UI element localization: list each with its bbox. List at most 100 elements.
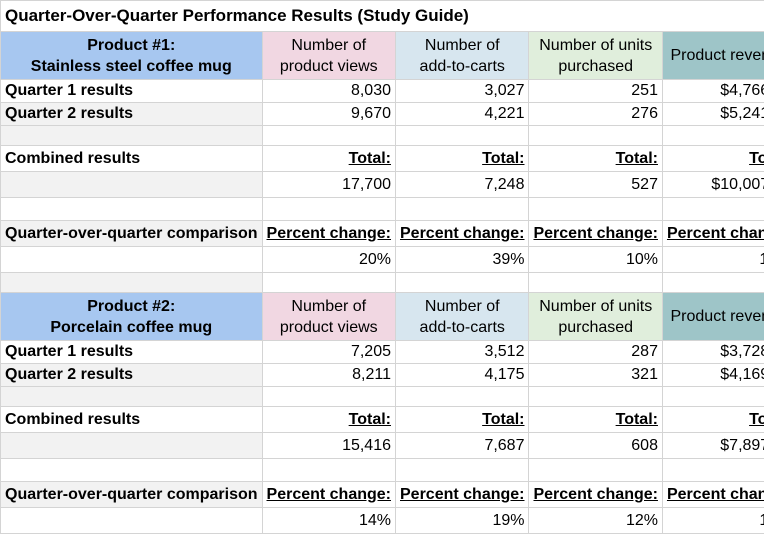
header-units-line1: Number of units bbox=[539, 36, 653, 54]
total-label[interactable]: Total: bbox=[394, 406, 530, 433]
p1-q1-revenue[interactable]: $4,766.49 bbox=[661, 79, 764, 103]
p2-q1-units[interactable]: 287 bbox=[528, 340, 663, 364]
p1-total-revenue[interactable]: $10,007.73 bbox=[661, 171, 764, 198]
empty-cell[interactable] bbox=[261, 458, 397, 482]
total-label[interactable]: Total: bbox=[661, 145, 764, 172]
empty-cell[interactable] bbox=[0, 197, 263, 221]
q1-label[interactable]: Quarter 1 results bbox=[0, 79, 263, 103]
percent-change-label[interactable]: Percent change: bbox=[261, 481, 397, 508]
q2-label[interactable]: Quarter 2 results bbox=[0, 363, 263, 387]
p2-q1-carts[interactable]: 3,512 bbox=[394, 340, 530, 364]
combined-label[interactable]: Combined results bbox=[0, 145, 263, 172]
p1-q1-units[interactable]: 251 bbox=[528, 79, 663, 103]
percent-change-label[interactable]: Percent change: bbox=[261, 220, 397, 247]
p2-percent-units[interactable]: 12% bbox=[528, 507, 663, 534]
p2-total-revenue[interactable]: $7,897.92 bbox=[661, 432, 764, 459]
total-label[interactable]: Total: bbox=[528, 145, 663, 172]
p1-total-carts[interactable]: 7,248 bbox=[394, 171, 530, 198]
p2-q1-views[interactable]: 7,205 bbox=[261, 340, 397, 364]
header-product-views[interactable]: Number of product views bbox=[261, 292, 397, 341]
empty-cell[interactable] bbox=[528, 197, 663, 221]
p1-q2-revenue[interactable]: $5,241.24 bbox=[661, 102, 764, 126]
percent-change-label[interactable]: Percent change: bbox=[528, 481, 663, 508]
p2-total-views[interactable]: 15,416 bbox=[261, 432, 397, 459]
p2-total-units[interactable]: 608 bbox=[528, 432, 663, 459]
empty-cell[interactable] bbox=[261, 272, 397, 293]
p1-q2-views[interactable]: 9,670 bbox=[261, 102, 397, 126]
empty-cell[interactable] bbox=[528, 125, 663, 146]
empty-cell[interactable] bbox=[661, 197, 764, 221]
header-carts-line2: add-to-carts bbox=[419, 318, 505, 336]
p2-q2-carts[interactable]: 4,175 bbox=[394, 363, 530, 387]
p2-q2-units[interactable]: 321 bbox=[528, 363, 663, 387]
product-2-heading[interactable]: Product #2: Porcelain coffee mug bbox=[0, 292, 263, 341]
empty-cell[interactable] bbox=[261, 125, 397, 146]
empty-cell[interactable] bbox=[394, 125, 530, 146]
p2-percent-revenue[interactable]: 12% bbox=[661, 507, 764, 534]
header-units-purchased[interactable]: Number of units purchased bbox=[528, 292, 663, 341]
percent-change-label[interactable]: Percent change: bbox=[394, 481, 530, 508]
sheet-title[interactable]: Quarter-Over-Quarter Performance Results… bbox=[0, 0, 764, 32]
p2-total-carts[interactable]: 7,687 bbox=[394, 432, 530, 459]
empty-cell[interactable] bbox=[394, 272, 530, 293]
p1-total-units[interactable]: 527 bbox=[528, 171, 663, 198]
empty-cell[interactable] bbox=[394, 386, 530, 407]
header-views-line2: product views bbox=[279, 318, 378, 336]
header-product-views[interactable]: Number of product views bbox=[261, 31, 397, 80]
total-label[interactable]: Total: bbox=[261, 145, 397, 172]
q1-label[interactable]: Quarter 1 results bbox=[0, 340, 263, 364]
percent-change-label[interactable]: Percent change: bbox=[661, 220, 764, 247]
empty-cell[interactable] bbox=[0, 246, 263, 273]
percent-change-label[interactable]: Percent change: bbox=[528, 220, 663, 247]
comparison-label[interactable]: Quarter-over-quarter comparison bbox=[0, 481, 263, 508]
p1-percent-carts[interactable]: 39% bbox=[394, 246, 530, 273]
p1-q1-carts[interactable]: 3,027 bbox=[394, 79, 530, 103]
header-product-revenue[interactable]: Product revenue bbox=[661, 31, 764, 80]
empty-cell[interactable] bbox=[0, 507, 263, 534]
empty-cell[interactable] bbox=[0, 386, 263, 407]
empty-cell[interactable] bbox=[528, 458, 663, 482]
percent-change-label[interactable]: Percent change: bbox=[661, 481, 764, 508]
p1-percent-units[interactable]: 10% bbox=[528, 246, 663, 273]
empty-cell[interactable] bbox=[0, 272, 263, 293]
total-label[interactable]: Total: bbox=[661, 406, 764, 433]
empty-cell[interactable] bbox=[394, 458, 530, 482]
p1-q1-views[interactable]: 8,030 bbox=[261, 79, 397, 103]
p1-percent-views[interactable]: 20% bbox=[261, 246, 397, 273]
product-1-number: Product #1: bbox=[87, 36, 176, 54]
p1-total-views[interactable]: 17,700 bbox=[261, 171, 397, 198]
header-add-to-carts[interactable]: Number of add-to-carts bbox=[394, 31, 530, 80]
header-product-revenue[interactable]: Product revenue bbox=[661, 292, 764, 341]
empty-cell[interactable] bbox=[394, 197, 530, 221]
p1-q2-units[interactable]: 276 bbox=[528, 102, 663, 126]
header-add-to-carts[interactable]: Number of add-to-carts bbox=[394, 292, 530, 341]
empty-cell[interactable] bbox=[661, 125, 764, 146]
product-1-heading[interactable]: Product #1: Stainless steel coffee mug bbox=[0, 31, 263, 80]
empty-cell[interactable] bbox=[0, 458, 263, 482]
combined-label[interactable]: Combined results bbox=[0, 406, 263, 433]
p2-percent-views[interactable]: 14% bbox=[261, 507, 397, 534]
p2-percent-carts[interactable]: 19% bbox=[394, 507, 530, 534]
p2-q2-views[interactable]: 8,211 bbox=[261, 363, 397, 387]
total-label[interactable]: Total: bbox=[528, 406, 663, 433]
empty-cell[interactable] bbox=[261, 197, 397, 221]
p1-q2-carts[interactable]: 4,221 bbox=[394, 102, 530, 126]
empty-cell[interactable] bbox=[0, 432, 263, 459]
empty-cell[interactable] bbox=[528, 386, 663, 407]
empty-cell[interactable] bbox=[0, 171, 263, 198]
p2-q1-revenue[interactable]: $3,728.13 bbox=[661, 340, 764, 364]
p2-q2-revenue[interactable]: $4,169.79 bbox=[661, 363, 764, 387]
empty-cell[interactable] bbox=[661, 458, 764, 482]
empty-cell[interactable] bbox=[661, 386, 764, 407]
comparison-label[interactable]: Quarter-over-quarter comparison bbox=[0, 220, 263, 247]
empty-cell[interactable] bbox=[528, 272, 663, 293]
header-units-purchased[interactable]: Number of units purchased bbox=[528, 31, 663, 80]
percent-change-label[interactable]: Percent change: bbox=[394, 220, 530, 247]
total-label[interactable]: Total: bbox=[261, 406, 397, 433]
empty-cell[interactable] bbox=[0, 125, 263, 146]
q2-label[interactable]: Quarter 2 results bbox=[0, 102, 263, 126]
empty-cell[interactable] bbox=[261, 386, 397, 407]
empty-cell[interactable] bbox=[661, 272, 764, 293]
total-label[interactable]: Total: bbox=[394, 145, 530, 172]
p1-percent-revenue[interactable]: 10% bbox=[661, 246, 764, 273]
